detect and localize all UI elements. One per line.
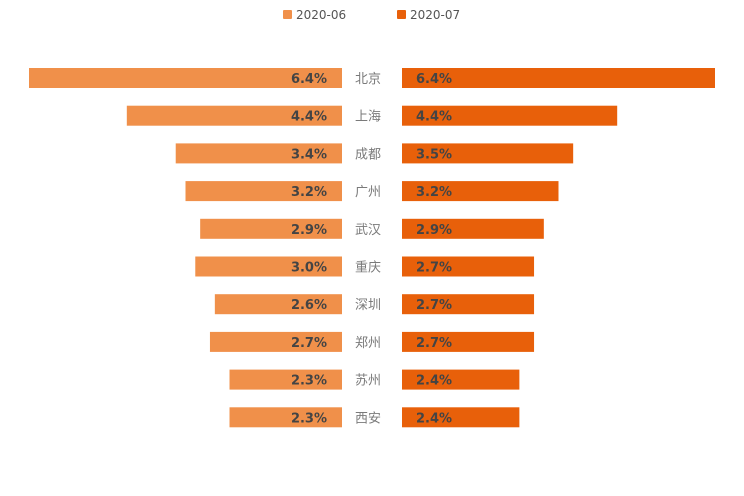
data-label-2020-07: 2.7% xyxy=(416,298,452,313)
category-label: 重庆 xyxy=(355,260,381,276)
data-label-2020-07: 2.7% xyxy=(416,336,452,351)
data-label-2020-07: 6.4% xyxy=(416,72,452,87)
category-label: 西安 xyxy=(355,411,381,426)
bar-2020-07 xyxy=(402,407,520,428)
data-label-2020-07: 2.7% xyxy=(416,261,452,276)
bar-2020-07 xyxy=(402,68,715,88)
category-label: 苏州 xyxy=(355,373,381,389)
data-label-2020-07: 3.5% xyxy=(416,147,452,162)
bar-2020-06 xyxy=(185,181,342,202)
bar-2020-07 xyxy=(402,369,520,390)
data-label-2020-06: 2.7% xyxy=(291,336,327,351)
category-label: 北京 xyxy=(355,72,381,87)
bar-2020-06 xyxy=(200,218,342,239)
bar-2020-06 xyxy=(175,143,342,164)
legend-swatch xyxy=(283,10,292,19)
category-label: 上海 xyxy=(355,110,381,125)
bar-2020-06 xyxy=(209,331,342,352)
legend-swatch xyxy=(397,10,406,19)
category-label: 郑州 xyxy=(355,336,381,351)
legend: 2020-06 2020-07 xyxy=(283,8,460,22)
bar-2020-07 xyxy=(402,331,535,352)
category-label: 成都 xyxy=(355,147,381,162)
data-label-2020-06: 6.4% xyxy=(291,72,327,87)
bar-2020-07 xyxy=(402,256,535,277)
data-label-2020-07: 2.9% xyxy=(416,223,452,238)
data-label-2020-07: 4.4% xyxy=(416,110,452,125)
bar-2020-06 xyxy=(126,105,342,126)
data-label-2020-07: 3.2% xyxy=(416,185,452,200)
data-label-2020-07: 2.4% xyxy=(416,411,452,426)
data-label-2020-06: 2.9% xyxy=(291,223,327,238)
bar-2020-06 xyxy=(195,256,342,277)
legend-label: 2020-07 xyxy=(410,8,460,22)
data-label-2020-06: 2.3% xyxy=(291,411,327,426)
bar-2020-07 xyxy=(402,218,544,239)
data-label-2020-07: 2.4% xyxy=(416,374,452,389)
bar-2020-06 xyxy=(214,294,342,315)
bar-2020-07 xyxy=(402,181,559,202)
bar-2020-06 xyxy=(229,369,342,390)
data-label-2020-06: 4.4% xyxy=(291,110,327,125)
category-label: 武汉 xyxy=(355,223,381,238)
bar-2020-07 xyxy=(402,105,618,126)
category-label: 广州 xyxy=(355,185,381,200)
data-label-2020-06: 2.6% xyxy=(291,298,327,313)
bar-2020-06 xyxy=(29,68,342,88)
bar-2020-07 xyxy=(402,143,574,164)
category-label: 深圳 xyxy=(355,298,381,313)
legend-label: 2020-06 xyxy=(296,8,346,22)
bars: 6.4% 北京 6.4% 4.4% 上海 4.4% 3.4% 成都 3.5% 3.2% 广州 3.2%… xyxy=(29,68,715,428)
data-label-2020-06: 3.0% xyxy=(291,261,327,276)
data-label-2020-06: 3.2% xyxy=(291,185,327,200)
bar-2020-07 xyxy=(402,294,535,315)
bar-2020-06 xyxy=(229,407,342,428)
data-label-2020-06: 3.4% xyxy=(291,147,327,162)
data-label-2020-06: 2.3% xyxy=(291,374,327,389)
